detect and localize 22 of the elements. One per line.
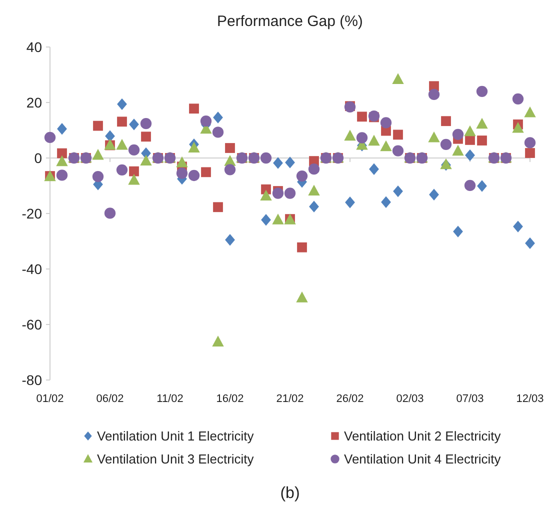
x-tick-label: 07/03 <box>456 393 484 405</box>
x-tick-label: 06/02 <box>96 393 124 405</box>
y-tick-label: -40 <box>22 260 42 277</box>
y-tick-label: -80 <box>22 372 42 388</box>
text: (b) <box>280 485 300 502</box>
y-tick-label: 40 <box>26 38 42 55</box>
legend-label: Ventilation Unit 1 Electricity <box>97 428 254 444</box>
x-tick-label: 02/03 <box>396 393 424 405</box>
x-tick-label: 11/02 <box>156 393 184 405</box>
legend-label: Ventilation Unit 2 Electricity <box>344 428 502 444</box>
y-tick-label: 0 <box>34 150 42 166</box>
y-tick-label: 20 <box>26 94 42 110</box>
x-tick-label: 26/02 <box>336 393 364 405</box>
x-tick-label: 21/02 <box>276 393 304 405</box>
x-tick-label: 12/03 <box>516 393 544 405</box>
chart-title: Performance Gap (%) <box>217 13 363 30</box>
y-tick-label: -60 <box>22 316 42 332</box>
legend-label: Ventilation Unit 3 Electricity <box>97 452 254 467</box>
x-tick-label: 01/02 <box>36 393 64 405</box>
y-tick-label: -20 <box>22 205 42 222</box>
x-tick-label: 16/02 <box>216 393 244 405</box>
legend-label: Ventilation Unit 4 Electricity <box>344 452 502 467</box>
